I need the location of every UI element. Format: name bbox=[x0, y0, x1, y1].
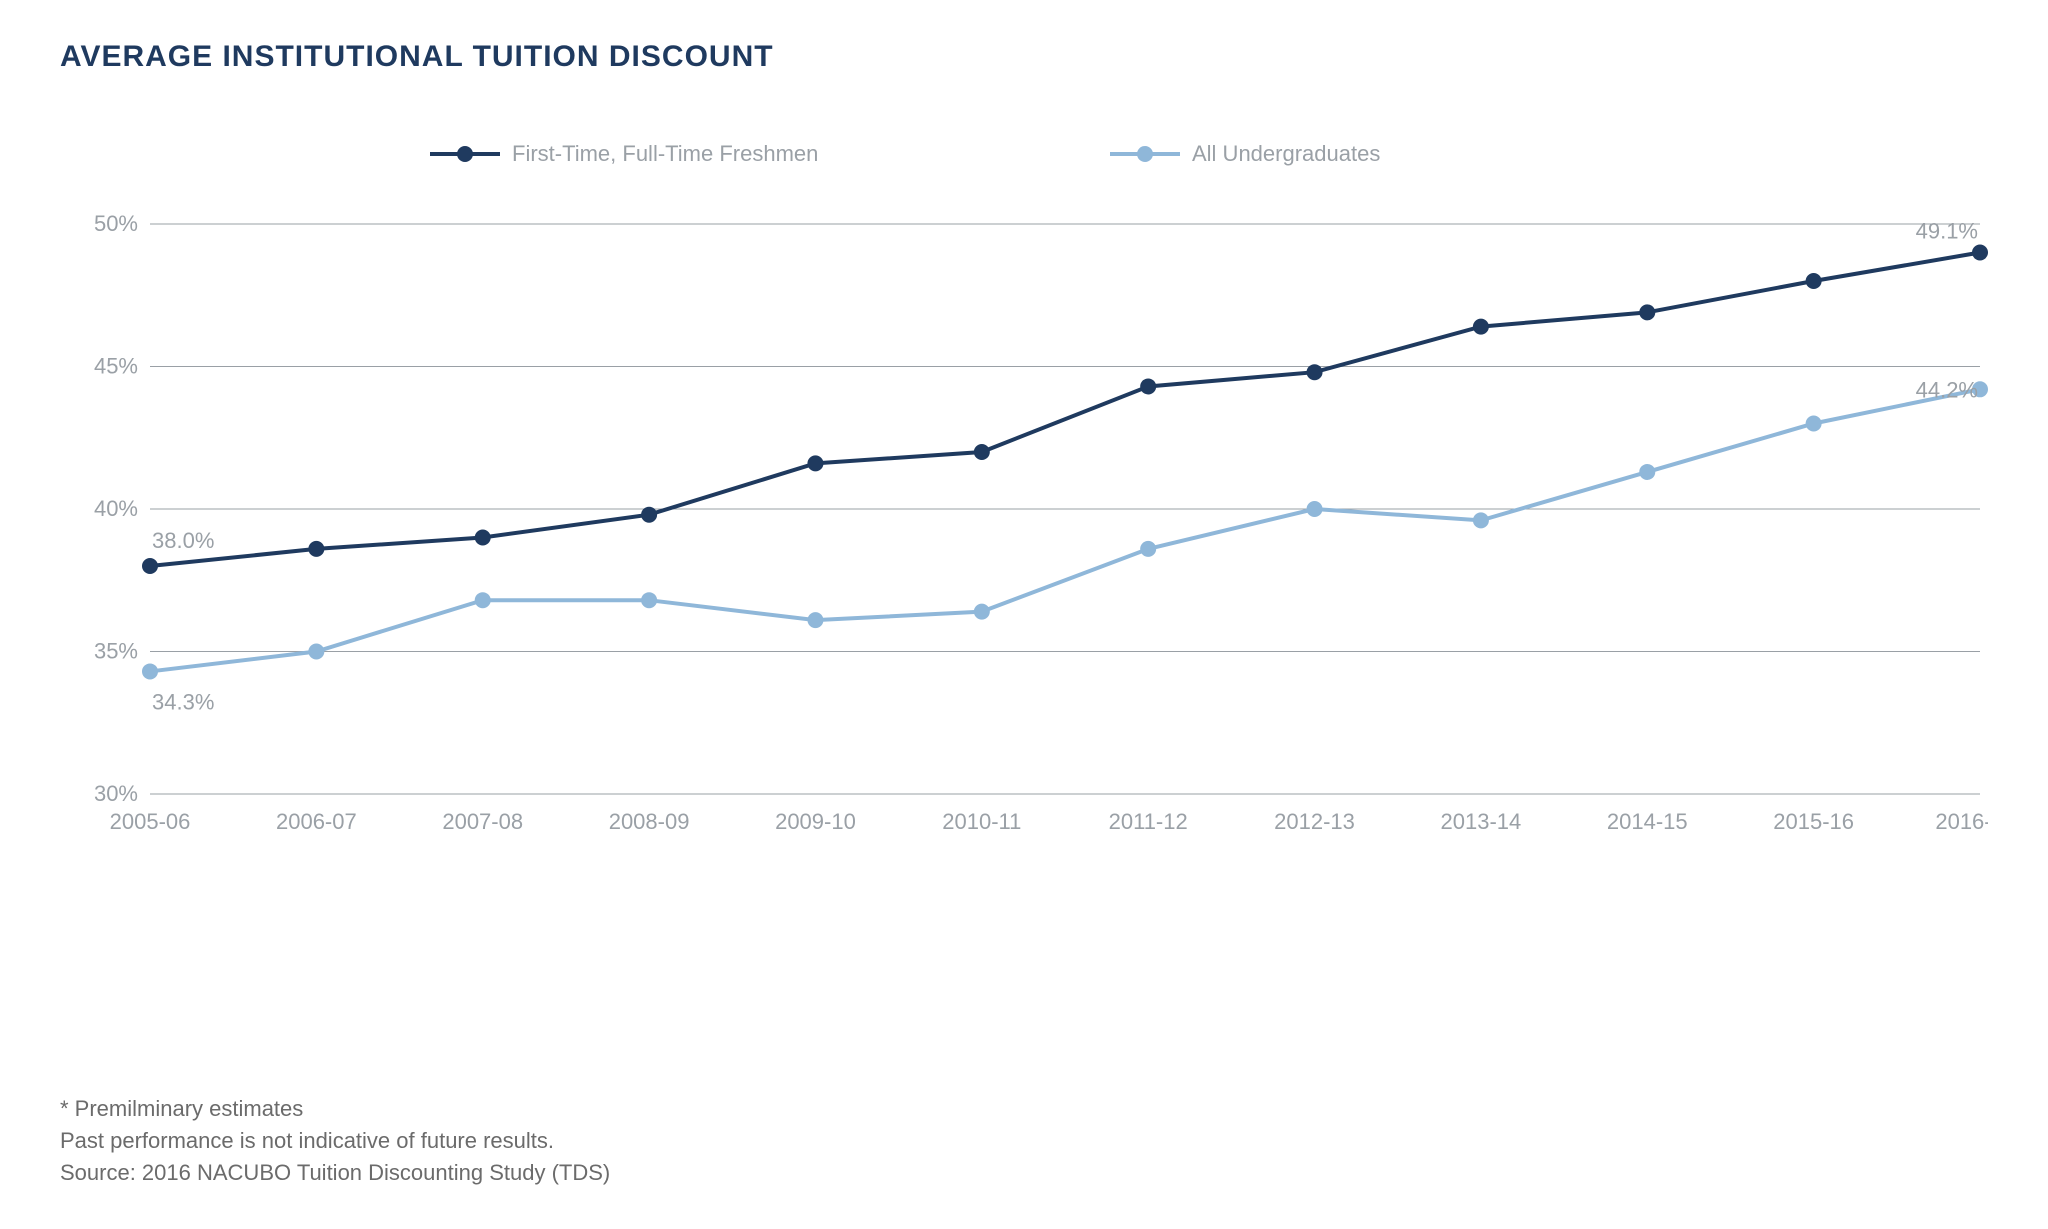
chart-title: AVERAGE INSTITUTIONAL TUITION DISCOUNT bbox=[60, 40, 1988, 74]
x-axis-label: 2007-08 bbox=[442, 809, 523, 834]
legend-swatch-marker bbox=[1137, 146, 1153, 162]
point-label: 44.2% bbox=[1916, 377, 1978, 402]
series-line bbox=[150, 389, 1980, 671]
chart-footnotes: * Premilminary estimates Past performanc… bbox=[60, 1093, 610, 1189]
series-marker bbox=[1972, 245, 1988, 261]
y-axis-label: 40% bbox=[94, 496, 138, 521]
series-marker bbox=[308, 644, 324, 660]
series-marker bbox=[807, 455, 823, 471]
series-marker bbox=[142, 558, 158, 574]
x-axis-label: 2008-09 bbox=[609, 809, 690, 834]
series-marker bbox=[475, 530, 491, 546]
x-axis-label: 2010-11 bbox=[942, 809, 1021, 834]
series-marker bbox=[1473, 319, 1489, 335]
x-axis-label: 2016-17* bbox=[1935, 809, 1988, 834]
legend-swatch-marker bbox=[457, 146, 473, 162]
series-marker bbox=[1140, 378, 1156, 394]
line-chart: 30% 35% 40% 45% 50% 2005-06 2006-07 2007-08 2008… bbox=[60, 74, 1988, 894]
series-marker bbox=[1140, 541, 1156, 557]
y-axis-label: 50% bbox=[94, 211, 138, 236]
series-marker bbox=[142, 663, 158, 679]
x-axis-label: 2005-06 bbox=[110, 809, 191, 834]
x-axis-label: 2006-07 bbox=[276, 809, 357, 834]
x-axis-label: 2013-14 bbox=[1441, 809, 1522, 834]
series-marker bbox=[1806, 416, 1822, 432]
x-axis-label: 2012-13 bbox=[1274, 809, 1355, 834]
point-label: 34.3% bbox=[152, 689, 214, 714]
chart-container: AVERAGE INSTITUTIONAL TUITION DISCOUNT 3… bbox=[0, 0, 2048, 1229]
x-axis-label: 2015-16 bbox=[1773, 809, 1854, 834]
series-marker bbox=[974, 444, 990, 460]
series-marker bbox=[1307, 501, 1323, 517]
legend-label: First-Time, Full-Time Freshmen bbox=[512, 141, 818, 166]
series-marker bbox=[641, 592, 657, 608]
x-axis-label: 2011-12 bbox=[1109, 809, 1188, 834]
y-axis-label: 35% bbox=[94, 639, 138, 664]
x-axis-label: 2014-15 bbox=[1607, 809, 1688, 834]
series-marker bbox=[1307, 364, 1323, 380]
series-marker bbox=[641, 507, 657, 523]
series-marker bbox=[475, 592, 491, 608]
series-line bbox=[150, 253, 1980, 567]
series-marker bbox=[1639, 304, 1655, 320]
footnote-line: Source: 2016 NACUBO Tuition Discounting … bbox=[60, 1157, 610, 1189]
series-marker bbox=[308, 541, 324, 557]
series-marker bbox=[807, 612, 823, 628]
series-marker bbox=[1473, 512, 1489, 528]
x-axis-label: 2009-10 bbox=[775, 809, 856, 834]
series-marker bbox=[1639, 464, 1655, 480]
y-axis-label: 30% bbox=[94, 781, 138, 806]
point-label: 38.0% bbox=[152, 528, 214, 553]
legend-label: All Undergraduates bbox=[1192, 141, 1380, 166]
point-label: 49.1% bbox=[1916, 219, 1978, 244]
footnote-line: * Premilminary estimates bbox=[60, 1093, 610, 1125]
series-marker bbox=[1806, 273, 1822, 289]
footnote-line: Past performance is not indicative of fu… bbox=[60, 1125, 610, 1157]
y-axis-label: 45% bbox=[94, 354, 138, 379]
series-marker bbox=[974, 604, 990, 620]
